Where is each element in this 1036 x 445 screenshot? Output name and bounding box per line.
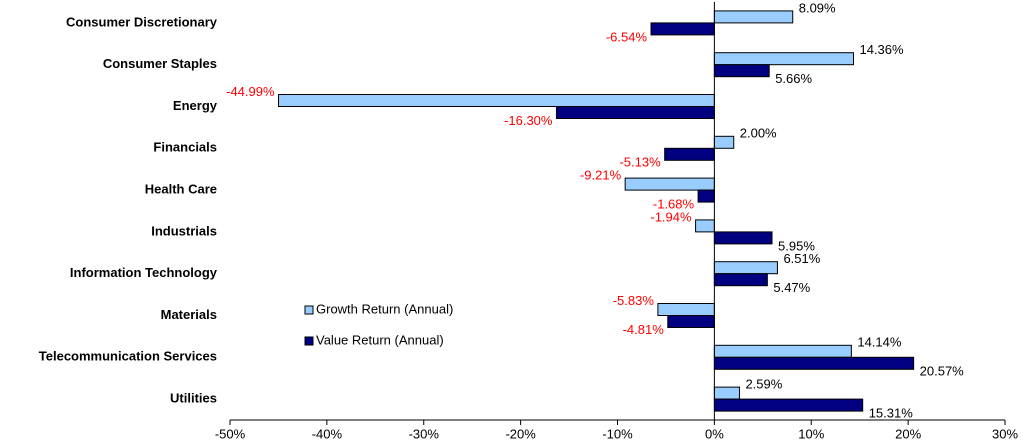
- x-tick-label: 20%: [895, 426, 921, 441]
- value-label: -9.21%: [580, 168, 622, 183]
- value-label: 5.47%: [773, 280, 810, 295]
- value-label: 2.00%: [740, 126, 777, 141]
- category-label: Consumer Staples: [103, 56, 217, 71]
- category-label: Industrials: [151, 223, 217, 238]
- bar: [713, 356, 915, 370]
- category-label: Utilities: [170, 391, 217, 406]
- category-label: Information Technology: [70, 265, 218, 280]
- bar: [713, 273, 768, 287]
- category-label: Materials: [161, 307, 217, 322]
- x-tick-label: -20%: [505, 426, 536, 441]
- bar: [713, 52, 854, 66]
- x-tick-label: -40%: [312, 426, 343, 441]
- bar: [657, 303, 715, 316]
- bar: [713, 261, 778, 275]
- legend-swatch: [304, 305, 314, 315]
- bar: [650, 22, 715, 36]
- legend-label: Growth Return (Annual): [316, 301, 453, 316]
- category-label: Energy: [173, 98, 218, 113]
- x-tick-label: -50%: [215, 426, 246, 441]
- bar: [713, 231, 773, 245]
- value-label: 6.51%: [783, 251, 820, 266]
- bar: [667, 315, 715, 328]
- value-label: 8.09%: [799, 0, 836, 15]
- bar: [624, 177, 715, 191]
- legend-swatch: [304, 336, 314, 346]
- category-label: Telecommunication Services: [39, 349, 217, 364]
- x-tick-label: -30%: [409, 426, 440, 441]
- bar: [713, 10, 794, 24]
- legend-label: Value Return (Annual): [316, 332, 444, 347]
- value-label: 2.59%: [745, 377, 782, 392]
- bar: [713, 344, 852, 358]
- bar: [713, 398, 864, 412]
- value-label: -44.99%: [226, 84, 275, 99]
- value-label: 5.66%: [775, 71, 812, 86]
- value-label: 14.14%: [857, 335, 902, 350]
- x-tick-label: 0%: [705, 426, 724, 441]
- bar: [713, 386, 740, 400]
- value-label: -16.30%: [504, 113, 553, 128]
- value-label: 15.31%: [869, 406, 914, 421]
- bar: [664, 147, 715, 161]
- value-label: 5.95%: [778, 238, 815, 253]
- value-label: 14.36%: [859, 42, 904, 57]
- bar: [697, 189, 715, 203]
- value-label: -4.81%: [623, 322, 665, 337]
- x-tick-label: -10%: [602, 426, 633, 441]
- category-label: Financials: [153, 140, 217, 155]
- x-tick-label: 30%: [992, 426, 1018, 441]
- value-label: -6.54%: [606, 29, 648, 44]
- value-label: -5.13%: [619, 155, 661, 170]
- category-label: Health Care: [145, 182, 217, 197]
- bar: [278, 94, 715, 107]
- value-label: -1.68%: [653, 197, 695, 212]
- bar: [713, 135, 735, 149]
- bar: [695, 219, 715, 233]
- value-label: 20.57%: [920, 364, 965, 379]
- value-label: -1.94%: [650, 209, 692, 224]
- value-label: -5.83%: [613, 293, 655, 308]
- category-label: Consumer Discretionary: [66, 14, 218, 29]
- x-tick-label: 10%: [798, 426, 824, 441]
- bar: [713, 64, 770, 78]
- bar: [555, 106, 715, 119]
